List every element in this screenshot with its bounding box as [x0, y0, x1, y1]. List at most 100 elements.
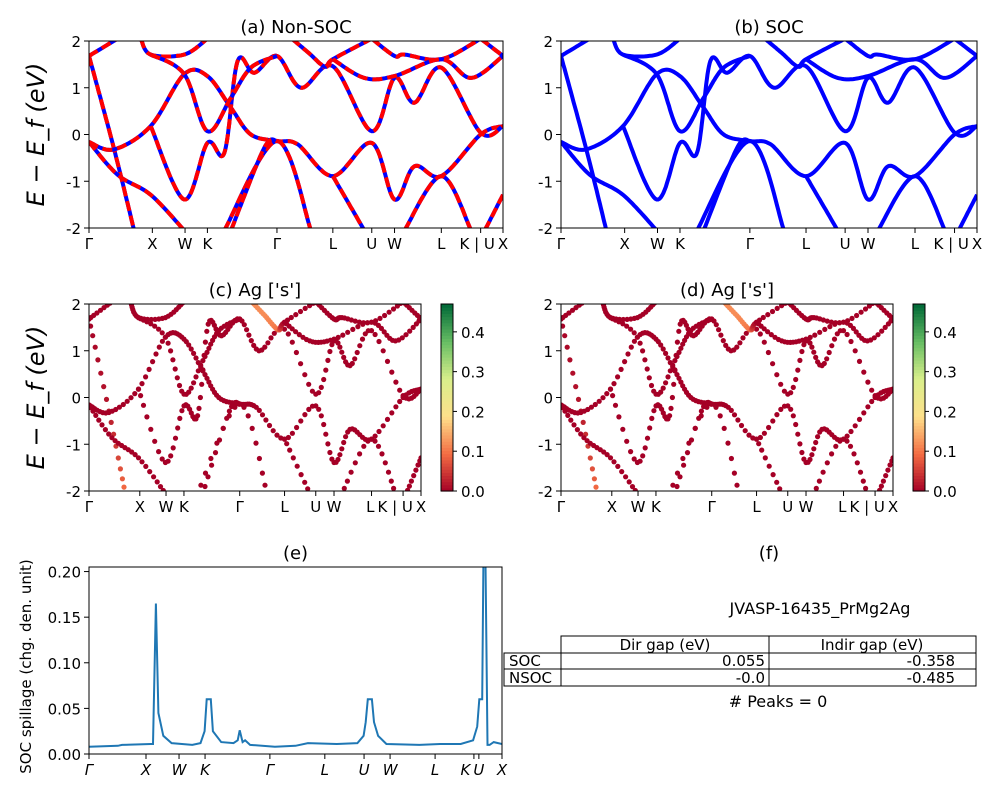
- band-point: [587, 455, 593, 461]
- colorbar-segment: [913, 316, 925, 321]
- band-point: [93, 412, 99, 418]
- band-point: [620, 426, 626, 432]
- colorbar-segment: [441, 413, 453, 417]
- band-point: [671, 381, 677, 387]
- band-point: [162, 334, 168, 340]
- band-point: [624, 438, 630, 444]
- band-point: [826, 349, 832, 356]
- band-point: [820, 469, 826, 475]
- colorbar-segment: [441, 360, 453, 364]
- band-point: [191, 350, 197, 356]
- band-point: [619, 469, 625, 475]
- colorbar-segment: [913, 481, 925, 486]
- panel-title: (e): [283, 543, 308, 564]
- band-point: [268, 335, 274, 341]
- band-point: [152, 323, 158, 329]
- colorbar-tick-label: 0.2: [461, 403, 485, 421]
- band-point: [335, 340, 341, 346]
- band-point: [202, 353, 208, 360]
- band-point: [753, 326, 760, 332]
- y-tick-label: 1: [543, 80, 553, 98]
- row-soc-label: SOC: [509, 652, 541, 670]
- y-tick-label: 0.10: [48, 655, 81, 673]
- x-tick-label: Γ: [85, 761, 95, 779]
- band-point: [186, 389, 192, 395]
- band-point: [262, 482, 268, 488]
- x-tick-label: Γ: [85, 235, 94, 253]
- y-tick-label: -2: [66, 483, 81, 501]
- y-tick-label: -2: [66, 220, 81, 238]
- band-point: [305, 486, 311, 491]
- band-point: [399, 335, 405, 341]
- x-tick-label: U: [359, 761, 370, 779]
- band-point: [824, 460, 830, 466]
- band-point: [284, 441, 290, 447]
- band-point: [631, 330, 637, 336]
- band-point: [674, 339, 681, 345]
- band-point: [717, 413, 723, 419]
- band-point: [642, 445, 648, 451]
- band-line-soc: [877, 174, 947, 228]
- band-line-nsoc-red: [403, 174, 473, 228]
- band-point: [850, 325, 857, 331]
- colorbar-segment: [441, 428, 453, 433]
- band-point: [676, 328, 682, 334]
- colorbar-segment: [913, 469, 925, 473]
- band-point: [829, 343, 835, 349]
- band-point: [385, 469, 392, 475]
- band-point: [774, 412, 780, 418]
- band-point: [734, 344, 740, 350]
- row-nsoc-label: NSOC: [509, 669, 552, 687]
- band-point: [813, 354, 819, 360]
- band-point: [253, 440, 259, 446]
- panel-f-title: (f): [759, 543, 779, 564]
- band-point: [566, 310, 572, 316]
- band-point: [807, 334, 813, 340]
- band-point: [180, 304, 185, 306]
- band-point: [669, 394, 676, 401]
- band-point: [160, 487, 166, 491]
- band-point: [674, 353, 680, 360]
- band-point: [208, 455, 214, 462]
- colorbar-segment: [441, 447, 453, 452]
- band-point: [391, 485, 397, 491]
- band-point: [592, 401, 598, 408]
- plot-area: [561, 304, 893, 491]
- band-point: [869, 387, 875, 393]
- band-point: [148, 321, 154, 327]
- band-point: [198, 362, 204, 368]
- colorbar-segment: [913, 475, 925, 480]
- colorbar-segment: [913, 391, 925, 395]
- band-point: [658, 342, 664, 348]
- band-line-nsoc-blue: [403, 174, 473, 228]
- y-tick-label: -1: [538, 173, 553, 191]
- band-point: [226, 408, 232, 414]
- band-point: [397, 387, 403, 393]
- band-point: [335, 456, 341, 463]
- colorbar-segment: [441, 347, 453, 352]
- band-point: [271, 330, 277, 336]
- colorbar-segment: [913, 450, 925, 455]
- colorbar-segment: [441, 313, 453, 318]
- colorbar-segment: [913, 322, 925, 327]
- band-point: [667, 368, 673, 374]
- y-tick-label: 0.20: [48, 564, 81, 582]
- band-line-soc: [804, 175, 839, 228]
- band-point: [670, 362, 676, 368]
- band-line-soc: [561, 67, 977, 202]
- band-point: [259, 412, 266, 418]
- band-point: [854, 312, 860, 319]
- band-point: [788, 390, 794, 396]
- colorbar-segment: [913, 381, 925, 386]
- band-point: [95, 357, 101, 363]
- band-point: [596, 398, 602, 404]
- band-point: [629, 484, 636, 490]
- band-point: [870, 304, 876, 306]
- band-point: [380, 423, 386, 429]
- colorbar-segment: [913, 356, 925, 361]
- colorbar-tick-label: 0.4: [461, 324, 485, 342]
- x-tick-label: Γ: [746, 235, 755, 253]
- x-tick-label: K | U: [850, 498, 885, 516]
- band-point: [354, 349, 360, 356]
- band-point: [760, 314, 766, 321]
